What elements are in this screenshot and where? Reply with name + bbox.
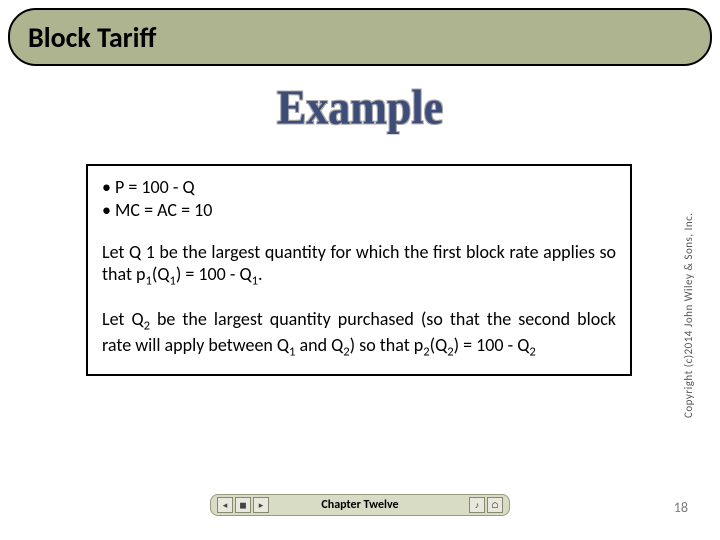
bullet-line-1: • P = 100 - Q xyxy=(102,176,616,199)
footer-controls-right: ♪ ⌂ xyxy=(469,497,503,513)
footer-controls-left: ◂ ◼ ▸ xyxy=(217,497,269,513)
example-heading: Example xyxy=(0,79,720,135)
page-number: 18 xyxy=(674,499,688,516)
paragraph-2: Let Q2 be the largest quantity purchased… xyxy=(102,308,616,361)
chapter-label: Chapter Twelve xyxy=(321,498,398,512)
bullet-line-2: • MC = AC = 10 xyxy=(102,199,616,222)
sound-button[interactable]: ♪ xyxy=(469,497,485,513)
paragraph-1: Let Q 1 be the largest quantity for whic… xyxy=(102,241,616,290)
title-bar: Block Tariff xyxy=(8,8,712,66)
next-button[interactable]: ▸ xyxy=(253,497,269,513)
page-title: Block Tariff xyxy=(28,20,156,55)
footer-bar: ◂ ◼ ▸ Chapter Twelve ♪ ⌂ xyxy=(210,494,510,516)
stop-button[interactable]: ◼ xyxy=(235,497,251,513)
copyright-text: Copyright (c)2014 John Wiley & Sons, Inc… xyxy=(682,170,702,460)
content-box: • P = 100 - Q • MC = AC = 10 Let Q 1 be … xyxy=(86,164,632,376)
prev-button[interactable]: ◂ xyxy=(217,497,233,513)
info-button[interactable]: ⌂ xyxy=(487,497,503,513)
